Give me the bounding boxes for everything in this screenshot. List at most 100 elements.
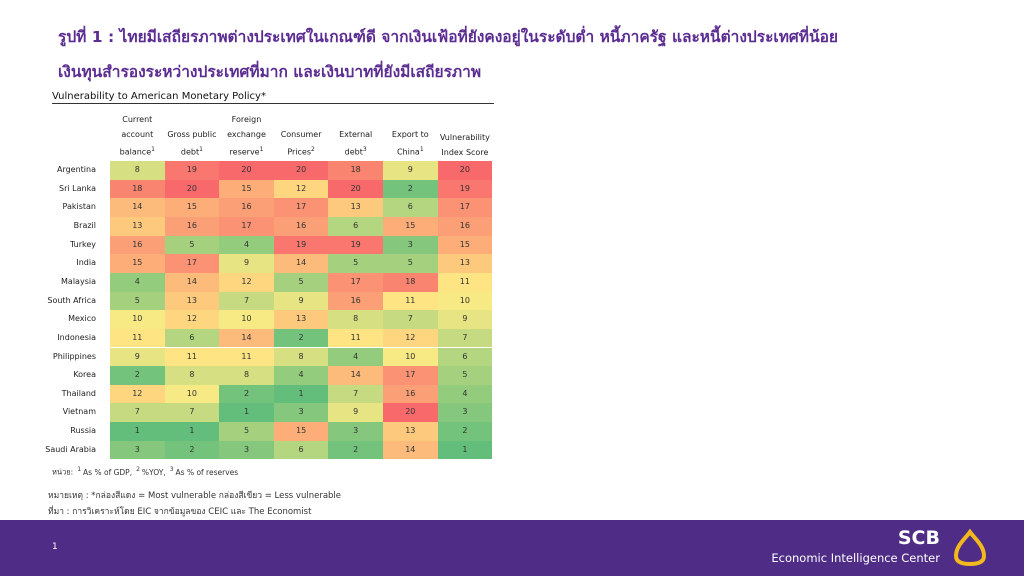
cell: 15 <box>383 216 438 236</box>
unit-text: As % of reserves <box>175 467 239 477</box>
unit-text: As % of GDP, <box>83 467 133 477</box>
column-header-text: Gross public debt1 <box>167 127 218 160</box>
cell: 3 <box>328 422 383 441</box>
column-header-text: External debt3 <box>330 127 381 160</box>
row-label: Mexico <box>68 314 96 324</box>
cell: 2 <box>328 440 383 460</box>
cell: 14 <box>110 198 165 217</box>
cell: 2 <box>110 366 165 385</box>
cell: 20 <box>164 179 220 199</box>
cell: 20 <box>328 179 383 199</box>
cell: 16 <box>110 235 165 255</box>
cell: 16 <box>164 216 220 236</box>
cell: 6 <box>437 347 493 367</box>
units-note: หน่วย: 1 As % of GDP, 2 %YOY, 3 As % of reserv… <box>52 466 238 479</box>
cell: 12 <box>383 328 438 348</box>
cell: 19 <box>273 235 329 255</box>
row-label: Thailand <box>61 388 96 398</box>
cell: 6 <box>164 328 220 348</box>
logo <box>953 528 987 567</box>
cell: 5 <box>273 272 329 292</box>
cell: 17 <box>164 254 220 273</box>
cell: 7 <box>437 328 493 348</box>
header-text: Export to China <box>391 130 429 157</box>
remark: หมายเหตุ : *กล่องสีแดง = Most vulnerable… <box>48 491 342 501</box>
cell: 10 <box>437 291 493 311</box>
cell: 11 <box>437 272 493 292</box>
header-sup: 1 <box>151 146 155 154</box>
row-label: Pakistan <box>62 202 97 212</box>
cell: 16 <box>219 198 274 217</box>
cell: 14 <box>273 254 329 273</box>
cell: 1 <box>219 403 274 423</box>
cell: 20 <box>437 161 493 180</box>
cell: 14 <box>164 272 220 292</box>
cell: 9 <box>273 291 329 311</box>
row-label: Brazil <box>73 220 96 230</box>
cell: 7 <box>164 403 220 423</box>
row-label: Russia <box>70 426 96 436</box>
cell: 13 <box>273 310 329 329</box>
header-sup: 1 <box>259 146 264 154</box>
cell: 5 <box>437 366 493 385</box>
cell: 7 <box>383 310 438 329</box>
column-header: Foreign exchange reserve1 <box>219 114 274 160</box>
cell: 14 <box>383 440 438 460</box>
rule <box>52 103 494 104</box>
cell: 11 <box>219 347 274 367</box>
cell: 20 <box>383 403 438 423</box>
cell: 9 <box>437 310 493 329</box>
cell: 5 <box>110 291 165 311</box>
cell: 9 <box>219 254 274 273</box>
cell: 1 <box>110 422 165 441</box>
unit-sup: 1 <box>77 466 82 473</box>
cell: 4 <box>273 366 329 385</box>
cell: 8 <box>219 366 274 385</box>
cell: 14 <box>328 366 383 385</box>
cell: 2 <box>437 422 493 441</box>
cell: 8 <box>328 310 383 329</box>
footer-bar: 1 SCB Economic Intelligence Center <box>0 520 1024 576</box>
cell: 17 <box>383 366 438 385</box>
units-label: หน่วย: <box>52 467 74 477</box>
cell: 15 <box>273 422 329 441</box>
cell: 5 <box>219 422 274 441</box>
cell: 9 <box>328 403 383 423</box>
header-text: Vulnerability Index Score <box>439 133 490 157</box>
header-text: Consumer Prices <box>280 130 322 157</box>
cell: 12 <box>219 272 274 292</box>
cell: 12 <box>110 384 165 404</box>
cell: 7 <box>219 291 274 311</box>
cell: 13 <box>437 254 493 273</box>
row-label: Korea <box>73 370 96 380</box>
unit-sup: 2 <box>136 466 140 473</box>
cell: 8 <box>164 366 220 385</box>
header-text: Current account balance <box>119 115 154 157</box>
cell: 11 <box>164 347 220 367</box>
cell: 6 <box>273 440 329 460</box>
cell: 3 <box>273 403 329 423</box>
header-sup: 2 <box>311 146 315 154</box>
cell: 12 <box>164 310 220 329</box>
row-label: South Africa <box>47 295 96 305</box>
cell: 2 <box>219 384 274 404</box>
cell: 15 <box>110 254 165 273</box>
cell: 15 <box>164 198 220 217</box>
cell: 5 <box>383 254 438 273</box>
table-title: Vulnerability to American Monetary Polic… <box>52 91 266 102</box>
cell: 16 <box>383 384 438 404</box>
column-header: Current account balance1 <box>110 114 165 160</box>
cell: 11 <box>328 328 383 348</box>
cell: 4 <box>110 272 165 292</box>
cell: 2 <box>164 440 220 460</box>
cell: 11 <box>110 328 165 348</box>
cell: 4 <box>328 347 383 367</box>
source: ที่มา : การวิเคราะห์โดย EIC จากข้อมูลของ… <box>48 507 312 517</box>
cell: 7 <box>110 403 165 423</box>
unit-name: Economic Intelligence Center <box>771 551 940 565</box>
cell: 16 <box>273 216 329 236</box>
cell: 17 <box>328 272 383 292</box>
cell: 20 <box>219 161 274 180</box>
cell: 8 <box>273 347 329 367</box>
